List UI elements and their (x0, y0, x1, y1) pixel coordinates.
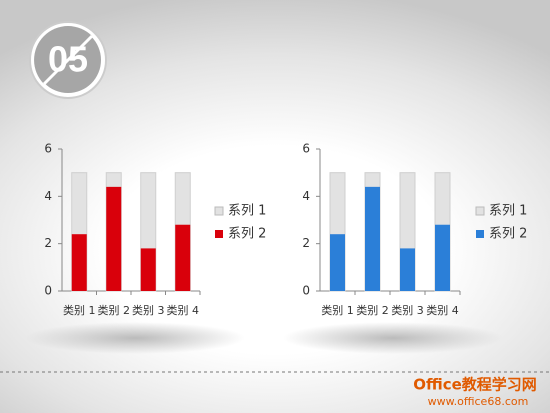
badge-slash (42, 34, 94, 86)
legend-swatch (214, 206, 224, 216)
watermark-brand: Office教程学习网 (413, 376, 537, 394)
legend-label: 系列 2 (489, 227, 527, 242)
y-tick-label: 4 (302, 189, 310, 203)
y-tick-label: 6 (302, 142, 310, 156)
x-tick-label: 类别 2 (356, 303, 389, 317)
bar (140, 248, 156, 291)
y-tick-label: 0 (44, 284, 52, 298)
badge-number: 05 (48, 39, 88, 80)
watermark-url: www.office68.com (428, 395, 529, 408)
legend-swatch (475, 206, 485, 216)
x-tick-label: 类别 2 (98, 303, 131, 317)
y-tick-label: 6 (44, 142, 52, 156)
y-tick-label: 4 (44, 189, 52, 203)
x-tick-label: 类别 1 (63, 303, 96, 317)
x-tick-label: 类别 4 (167, 303, 200, 317)
x-tick-label: 类别 4 (426, 303, 459, 317)
x-tick-label: 类别 3 (132, 303, 165, 317)
legend-label: 系列 1 (228, 204, 266, 219)
bar (71, 234, 87, 291)
y-tick-label: 2 (302, 236, 310, 250)
y-tick-label: 2 (44, 236, 52, 250)
bar (330, 234, 345, 291)
bar (106, 186, 122, 291)
bar (400, 248, 415, 291)
x-tick-label: 类别 3 (391, 303, 424, 317)
shadow (283, 322, 503, 354)
bar (365, 186, 380, 291)
legend-label: 系列 2 (228, 227, 266, 242)
bar (435, 224, 450, 291)
bar (175, 224, 191, 291)
shadow (25, 322, 245, 354)
x-tick-label: 类别 1 (321, 303, 354, 317)
y-tick-label: 0 (302, 284, 310, 298)
badge-half (34, 26, 92, 84)
legend-label: 系列 1 (489, 204, 527, 219)
legend-swatch (215, 230, 223, 238)
legend-swatch (476, 230, 484, 238)
